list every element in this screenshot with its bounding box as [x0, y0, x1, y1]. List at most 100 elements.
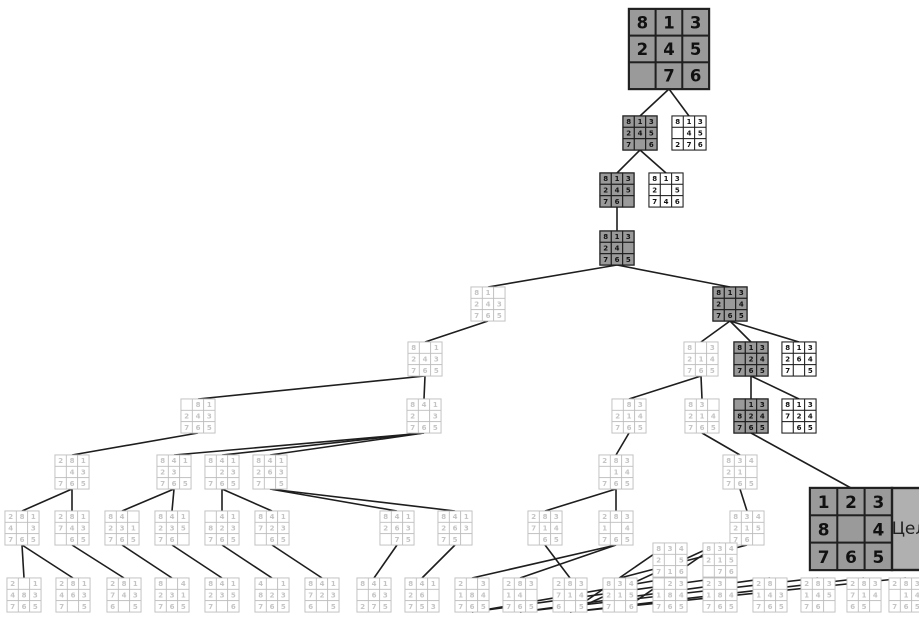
puzzle-tile: 8 [20, 513, 25, 521]
puzzle-tile: 4 [120, 513, 125, 521]
puzzle-tile: 3 [675, 175, 680, 183]
puzzle-tile: 3 [626, 233, 631, 241]
puzzle-cell [725, 600, 738, 613]
puzzle-tile: 7 [208, 480, 213, 488]
puzzle-tile: 5 [626, 256, 631, 264]
puzzle-tile: 2 [160, 469, 165, 477]
puzzle-tile: 3 [579, 580, 584, 588]
puzzle-tile: 3 [668, 545, 673, 553]
edge-R3b-R4c [739, 488, 748, 512]
puzzle-tile: 7 [256, 480, 261, 488]
puzzle-tile: 3 [718, 545, 723, 553]
puzzle-node-R6c: 2 81 4 3 7 6 5 [752, 577, 788, 613]
puzzle-tile: 7 [737, 367, 742, 375]
puzzle-tile: 5 [183, 480, 188, 488]
puzzle-node-L6i: 8 4 1 2 67 5 3 [404, 577, 440, 613]
puzzle-tile: 6 [231, 603, 236, 611]
puzzle-tile: 1 [797, 401, 802, 409]
puzzle-tile: 4 [729, 592, 734, 600]
puzzle-tile: 1 [797, 344, 802, 352]
puzzle-tile: 2 [602, 513, 607, 521]
puzzle-tile: 4 [486, 301, 491, 309]
puzzle-tile: 4 [10, 592, 15, 600]
puzzle-tile: 6 [22, 603, 27, 611]
puzzle-tile: 5 [626, 187, 631, 195]
puzzle-tile: 7 [411, 367, 416, 375]
puzzle-tile: 5 [625, 536, 630, 544]
puzzle-tile: 3 [433, 413, 438, 421]
puzzle-tile: 8 [410, 401, 415, 409]
puzzle-cell [177, 600, 190, 613]
puzzle-tile: 5 [579, 603, 584, 611]
puzzle-cell [430, 364, 443, 377]
puzzle-node-R3b: 8 3 4 2 17 6 5 [722, 454, 758, 490]
edge-L4b-L5d [171, 488, 175, 512]
puzzle-tile: 5 [760, 367, 765, 375]
puzzle-tile: 6 [395, 525, 400, 533]
puzzle-tile: 7 [652, 198, 657, 206]
puzzle-tile: 7 [184, 424, 189, 432]
puzzle-tile: 8 [258, 513, 263, 521]
puzzle-tile: 3 [554, 513, 559, 521]
puzzle-cell [15, 521, 29, 535]
puzzle-tile: 2 [749, 413, 754, 421]
puzzle-tile: 6 [745, 536, 750, 544]
puzzle-tile: 5 [629, 592, 634, 600]
puzzle-tile: 1 [279, 457, 284, 465]
puzzle-tile: 1 [406, 513, 411, 521]
puzzle-cell [735, 309, 748, 322]
puzzle-tile: 3 [481, 580, 486, 588]
puzzle-tile: 6 [420, 592, 425, 600]
puzzle-tile: 7 [656, 603, 661, 611]
edge-n3-L1 [487, 264, 618, 288]
puzzle-cell [78, 600, 91, 613]
puzzle-tile: 5 [331, 603, 336, 611]
puzzle-tile: 3 [33, 592, 38, 600]
puzzle-tile: 4 [625, 469, 630, 477]
puzzle-node-L5b: 2 8 1 7 4 36 5 [54, 510, 90, 546]
puzzle-tile: 7 [606, 603, 611, 611]
puzzle-node-R6h: 8 3 4 2 1 57 6 [702, 542, 738, 578]
puzzle-tile: 7 [160, 480, 165, 488]
puzzle-tile: 8 [408, 580, 413, 588]
puzzle-tile: 3 [690, 13, 701, 32]
puzzle-tile: 4 [739, 301, 744, 309]
puzzle-tile: 4 [554, 525, 559, 533]
puzzle-tile: 7 [59, 603, 64, 611]
puzzle-tile: 6 [220, 480, 225, 488]
puzzle-node-R6d: 2 8 3 1 4 5 7 6 [800, 577, 836, 613]
puzzle-tile: 4 [453, 513, 458, 521]
puzzle-tile: 2 [531, 513, 536, 521]
puzzle-tile: 4 [808, 356, 813, 364]
edge-L5d-L6e [171, 544, 223, 579]
puzzle-cell [227, 477, 240, 490]
puzzle-cell [179, 477, 192, 490]
puzzle-tile: 2 [845, 492, 857, 512]
puzzle-tile: 8 [718, 592, 723, 600]
puzzle-tile: 5 [133, 603, 138, 611]
puzzle-tile: 7 [716, 312, 721, 320]
puzzle-tile: 3 [82, 592, 87, 600]
puzzle-tile: 1 [699, 356, 704, 364]
puzzle-tile: 6 [270, 603, 275, 611]
puzzle-tile: 7 [663, 67, 674, 86]
puzzle-tile: 4 [915, 592, 919, 600]
puzzle-node-R5b: 2 8 3 1 47 6 5 [502, 577, 538, 613]
puzzle-tile: 1 [181, 513, 186, 521]
puzzle-tile: 6 [170, 536, 175, 544]
puzzle-tile: 8 [208, 457, 213, 465]
puzzle-tile: 6 [422, 424, 427, 432]
puzzle-cell [563, 600, 577, 613]
puzzle-tile: 1 [728, 289, 733, 297]
puzzle-tile: 7 [395, 536, 400, 544]
edge-L4d-L5g [269, 488, 398, 512]
puzzle-tile: 1 [281, 513, 286, 521]
puzzle-tile: 4 [615, 187, 620, 195]
puzzle-tile: 1 [281, 580, 286, 588]
puzzle-cell [675, 565, 688, 578]
edge-L5a-L6b [21, 544, 74, 579]
puzzle-tile: 6 [120, 536, 125, 544]
puzzle-tile: 2 [411, 356, 416, 364]
puzzle-tile: 4 [181, 580, 186, 588]
puzzle-tile: 7 [892, 603, 897, 611]
